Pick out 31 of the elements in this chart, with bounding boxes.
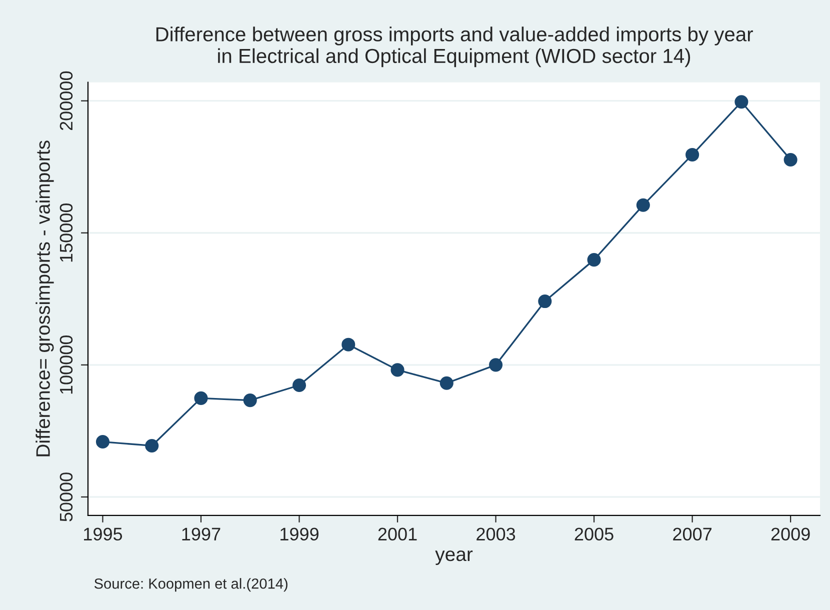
point (686, 148, 700, 162)
x-tick-label: 2003 (476, 528, 516, 541)
y-tick-label: 100000 (60, 336, 73, 394)
point (734, 95, 748, 109)
x-tick-label: 2005 (574, 528, 614, 541)
point (587, 253, 601, 267)
x-tick-label: 2007 (673, 528, 712, 541)
chart-title: Difference between gross imports and value-added imports by year in Electrical and Optical Equipment (WIOD sector 14) (156, 26, 753, 68)
point (96, 435, 110, 449)
point (636, 198, 650, 212)
y-tick-label: 150000 (60, 203, 73, 262)
source-note: Source: Koopmen et al.(2014) (94, 578, 288, 592)
x-tick-label: 2009 (771, 528, 810, 541)
point (194, 391, 208, 405)
point (390, 363, 404, 377)
x-tick-label: 1995 (84, 528, 122, 541)
point (243, 394, 257, 408)
point (145, 438, 159, 452)
point (538, 294, 552, 308)
point (440, 376, 454, 390)
x-axis-title: year (435, 550, 473, 565)
y-tick-label: 50000 (60, 472, 73, 522)
x-tick-label: 1997 (182, 528, 220, 541)
point (489, 358, 503, 372)
x-tick-label: 2001 (378, 528, 417, 541)
point (784, 152, 798, 166)
y-axis-title: Difference= grossimports - vaimports (36, 140, 54, 456)
x-tick-label: 1999 (280, 528, 318, 541)
y-tick-label: 200000 (60, 71, 73, 130)
point (342, 338, 356, 352)
point (292, 378, 306, 392)
